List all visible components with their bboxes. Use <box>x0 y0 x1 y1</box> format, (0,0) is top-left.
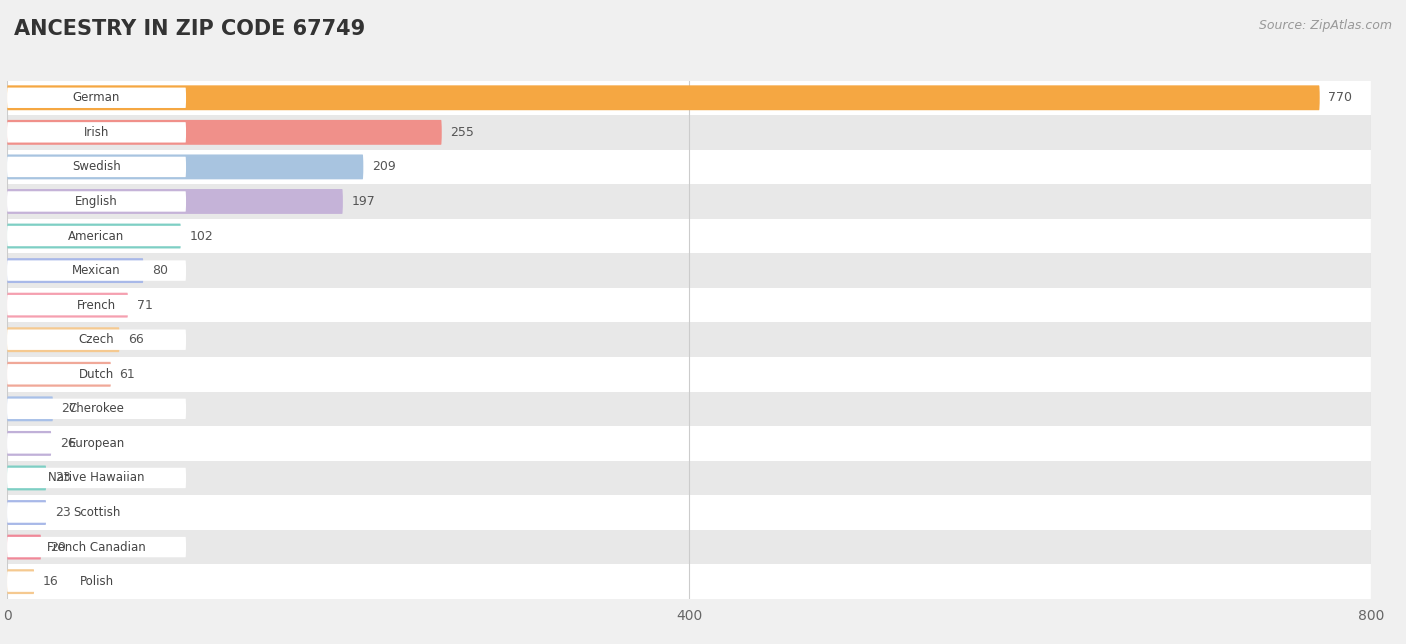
FancyBboxPatch shape <box>7 184 1371 219</box>
FancyBboxPatch shape <box>7 466 46 490</box>
Text: American: American <box>69 229 125 243</box>
FancyBboxPatch shape <box>7 260 186 281</box>
FancyBboxPatch shape <box>7 535 41 560</box>
FancyBboxPatch shape <box>7 115 1371 149</box>
FancyBboxPatch shape <box>7 569 34 594</box>
Text: 197: 197 <box>352 195 375 208</box>
Text: 102: 102 <box>190 229 214 243</box>
Text: Dutch: Dutch <box>79 368 114 381</box>
Text: 71: 71 <box>136 299 152 312</box>
FancyBboxPatch shape <box>7 399 186 419</box>
FancyBboxPatch shape <box>7 156 186 177</box>
Text: ANCESTRY IN ZIP CODE 67749: ANCESTRY IN ZIP CODE 67749 <box>14 19 366 39</box>
FancyBboxPatch shape <box>7 364 186 384</box>
FancyBboxPatch shape <box>7 155 363 179</box>
FancyBboxPatch shape <box>7 426 1371 460</box>
FancyBboxPatch shape <box>7 149 1371 184</box>
FancyBboxPatch shape <box>7 495 1371 530</box>
FancyBboxPatch shape <box>7 226 186 246</box>
FancyBboxPatch shape <box>7 571 186 592</box>
Text: Swedish: Swedish <box>72 160 121 173</box>
Text: French: French <box>77 299 117 312</box>
Text: 209: 209 <box>371 160 395 173</box>
FancyBboxPatch shape <box>7 80 1371 115</box>
FancyBboxPatch shape <box>7 357 1371 392</box>
FancyBboxPatch shape <box>7 191 186 212</box>
FancyBboxPatch shape <box>7 537 186 557</box>
FancyBboxPatch shape <box>7 88 186 108</box>
Text: Czech: Czech <box>79 333 114 346</box>
Text: 27: 27 <box>62 402 77 415</box>
Text: 66: 66 <box>128 333 143 346</box>
Text: German: German <box>73 91 121 104</box>
Text: 255: 255 <box>450 126 474 139</box>
FancyBboxPatch shape <box>7 288 1371 323</box>
FancyBboxPatch shape <box>7 330 186 350</box>
FancyBboxPatch shape <box>7 258 143 283</box>
Text: Irish: Irish <box>84 126 110 139</box>
Text: Polish: Polish <box>80 575 114 588</box>
FancyBboxPatch shape <box>7 362 111 386</box>
Text: Scottish: Scottish <box>73 506 121 519</box>
Text: European: European <box>69 437 125 450</box>
FancyBboxPatch shape <box>7 397 53 421</box>
FancyBboxPatch shape <box>7 327 120 352</box>
FancyBboxPatch shape <box>7 189 343 214</box>
FancyBboxPatch shape <box>7 86 1320 110</box>
Text: Native Hawaiian: Native Hawaiian <box>48 471 145 484</box>
FancyBboxPatch shape <box>7 468 186 488</box>
FancyBboxPatch shape <box>7 223 181 249</box>
FancyBboxPatch shape <box>7 295 186 316</box>
Text: 770: 770 <box>1329 91 1353 104</box>
FancyBboxPatch shape <box>7 530 1371 564</box>
FancyBboxPatch shape <box>7 253 1371 288</box>
Text: 23: 23 <box>55 471 70 484</box>
Text: 20: 20 <box>49 540 66 554</box>
Text: 16: 16 <box>42 575 59 588</box>
Text: 61: 61 <box>120 368 135 381</box>
FancyBboxPatch shape <box>7 392 1371 426</box>
FancyBboxPatch shape <box>7 120 441 145</box>
FancyBboxPatch shape <box>7 219 1371 253</box>
FancyBboxPatch shape <box>7 500 46 525</box>
Text: English: English <box>75 195 118 208</box>
FancyBboxPatch shape <box>7 122 186 142</box>
FancyBboxPatch shape <box>7 502 186 523</box>
Text: 26: 26 <box>60 437 76 450</box>
Text: Source: ZipAtlas.com: Source: ZipAtlas.com <box>1258 19 1392 32</box>
FancyBboxPatch shape <box>7 323 1371 357</box>
FancyBboxPatch shape <box>7 564 1371 599</box>
Text: French Canadian: French Canadian <box>48 540 146 554</box>
Text: Cherokee: Cherokee <box>69 402 125 415</box>
FancyBboxPatch shape <box>7 293 128 317</box>
Text: Mexican: Mexican <box>72 264 121 277</box>
FancyBboxPatch shape <box>7 431 52 456</box>
FancyBboxPatch shape <box>7 460 1371 495</box>
Text: 23: 23 <box>55 506 70 519</box>
Text: 80: 80 <box>152 264 167 277</box>
FancyBboxPatch shape <box>7 433 186 453</box>
